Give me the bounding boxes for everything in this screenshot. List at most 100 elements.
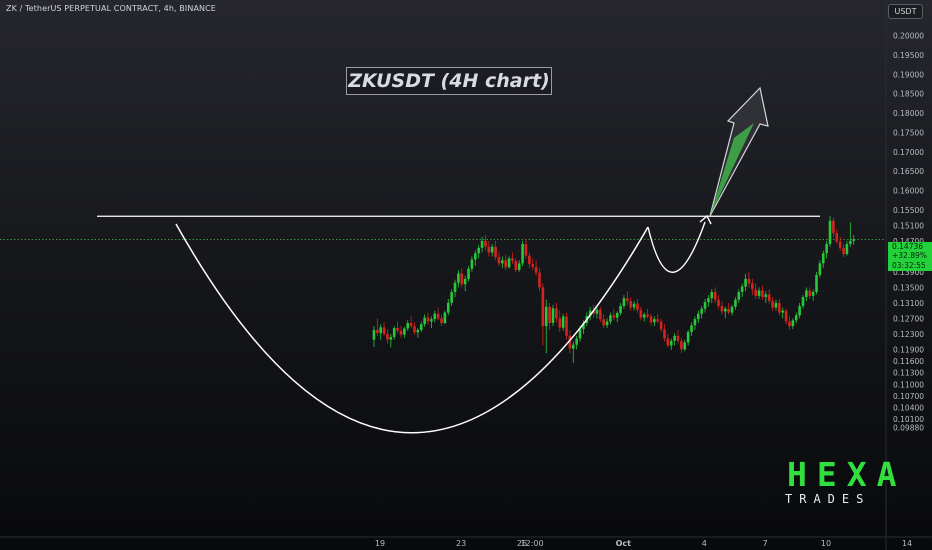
price-axis-label: 0.10700 — [893, 392, 924, 401]
candle-body — [480, 240, 484, 248]
price-axis-label: 0.15100 — [893, 221, 924, 230]
candle-body — [382, 327, 386, 334]
candle-body — [379, 327, 383, 334]
price-axis-label: 0.13500 — [893, 283, 924, 292]
candle-body — [673, 335, 676, 341]
candle-body — [396, 328, 399, 331]
candle-body — [565, 316, 568, 336]
candle-body — [430, 319, 433, 322]
candle-body — [595, 309, 599, 314]
time-axis-label: 10 — [821, 539, 831, 548]
candle-body — [696, 313, 700, 320]
candle-body — [534, 266, 538, 273]
price-axis-label: 0.17500 — [893, 128, 924, 137]
candle-body — [737, 292, 741, 300]
candle-body — [710, 292, 714, 299]
price-axis-label: 0.16000 — [893, 187, 924, 196]
candle-body — [683, 342, 687, 350]
candle-body — [514, 261, 518, 270]
price-axis: 0.20000 0.19500 0.19000 0.18500 0.18000 0.175… — [893, 32, 924, 433]
candle-body — [470, 259, 474, 269]
candle-body — [501, 260, 504, 264]
candle-body — [558, 318, 562, 328]
candle-body — [848, 240, 852, 244]
candle-body — [511, 258, 514, 262]
candle-body — [761, 290, 764, 298]
candle-body — [821, 253, 825, 264]
candle-body — [754, 289, 758, 296]
candle-body — [744, 278, 747, 287]
time-axis-label: 14 — [902, 539, 912, 548]
price-axis-label: 0.13900 — [893, 268, 924, 277]
candle-body — [403, 328, 406, 335]
candle-body — [659, 321, 663, 330]
candle-body — [392, 328, 396, 337]
candle-body — [372, 330, 376, 340]
retest-curve — [647, 221, 706, 273]
brand-watermark: HEXA TRADES — [779, 458, 896, 507]
time-axis-label: 26 — [517, 539, 527, 548]
time-axis-label: 19 — [375, 539, 385, 548]
candle-body — [548, 306, 551, 324]
candle-body — [639, 309, 643, 318]
candle-body — [788, 321, 791, 327]
candle-body — [734, 299, 737, 307]
candle-body — [690, 325, 693, 332]
candle-body — [784, 310, 788, 322]
candle-body — [517, 263, 521, 270]
candle-body — [531, 264, 535, 267]
candle-body — [419, 324, 423, 330]
price-axis-label: 0.11000 — [893, 380, 924, 389]
price-axis-label: 0.12700 — [893, 314, 924, 323]
candle-body — [686, 331, 690, 343]
candle-body — [798, 305, 801, 316]
candle-body — [423, 317, 426, 325]
candle-body — [751, 283, 754, 290]
candle-body — [602, 319, 605, 326]
candle-body — [764, 294, 768, 298]
candle-body — [832, 220, 835, 234]
candle-body — [707, 298, 710, 303]
candle-body — [541, 287, 545, 327]
candle-body — [653, 319, 656, 323]
candle-body — [555, 308, 558, 319]
time-axis-label: 12:00 — [521, 539, 544, 548]
candle-body — [669, 340, 673, 346]
price-axis-label: 0.18000 — [893, 109, 924, 118]
candle-body — [642, 314, 646, 318]
price-axis-label: 0.14700 — [893, 237, 924, 246]
price-axis-label: 0.11600 — [893, 357, 924, 366]
candle-body — [598, 309, 602, 320]
candle-body — [852, 239, 855, 241]
candle-body — [771, 300, 774, 308]
candles — [372, 215, 855, 363]
brand-line-2: TRADES — [785, 492, 871, 506]
price-axis-label: 0.15500 — [893, 206, 924, 215]
candle-body — [463, 278, 467, 285]
candle-body — [609, 315, 612, 322]
candle-body — [622, 298, 626, 306]
candle-body — [680, 340, 683, 350]
candle-body — [842, 247, 845, 255]
candle-body — [730, 306, 734, 313]
candle-body — [504, 260, 508, 268]
price-axis-label: 0.17000 — [893, 148, 924, 157]
candle-body — [676, 335, 680, 341]
price-axis-label: 0.11900 — [893, 345, 924, 354]
candle-body — [636, 303, 639, 310]
candle-body — [453, 282, 457, 293]
price-axis-label: 0.16500 — [893, 167, 924, 176]
candle-body — [720, 305, 724, 312]
candle-body — [413, 326, 416, 333]
candle-body — [723, 308, 727, 312]
candle-body — [663, 329, 666, 339]
candle-body — [774, 302, 778, 308]
retest-arrowhead — [699, 214, 712, 225]
candle-body — [490, 246, 494, 253]
candle-body — [473, 253, 477, 260]
currency-button[interactable]: USDT — [888, 4, 923, 19]
candle-body — [649, 316, 653, 323]
candle-body — [386, 333, 389, 340]
